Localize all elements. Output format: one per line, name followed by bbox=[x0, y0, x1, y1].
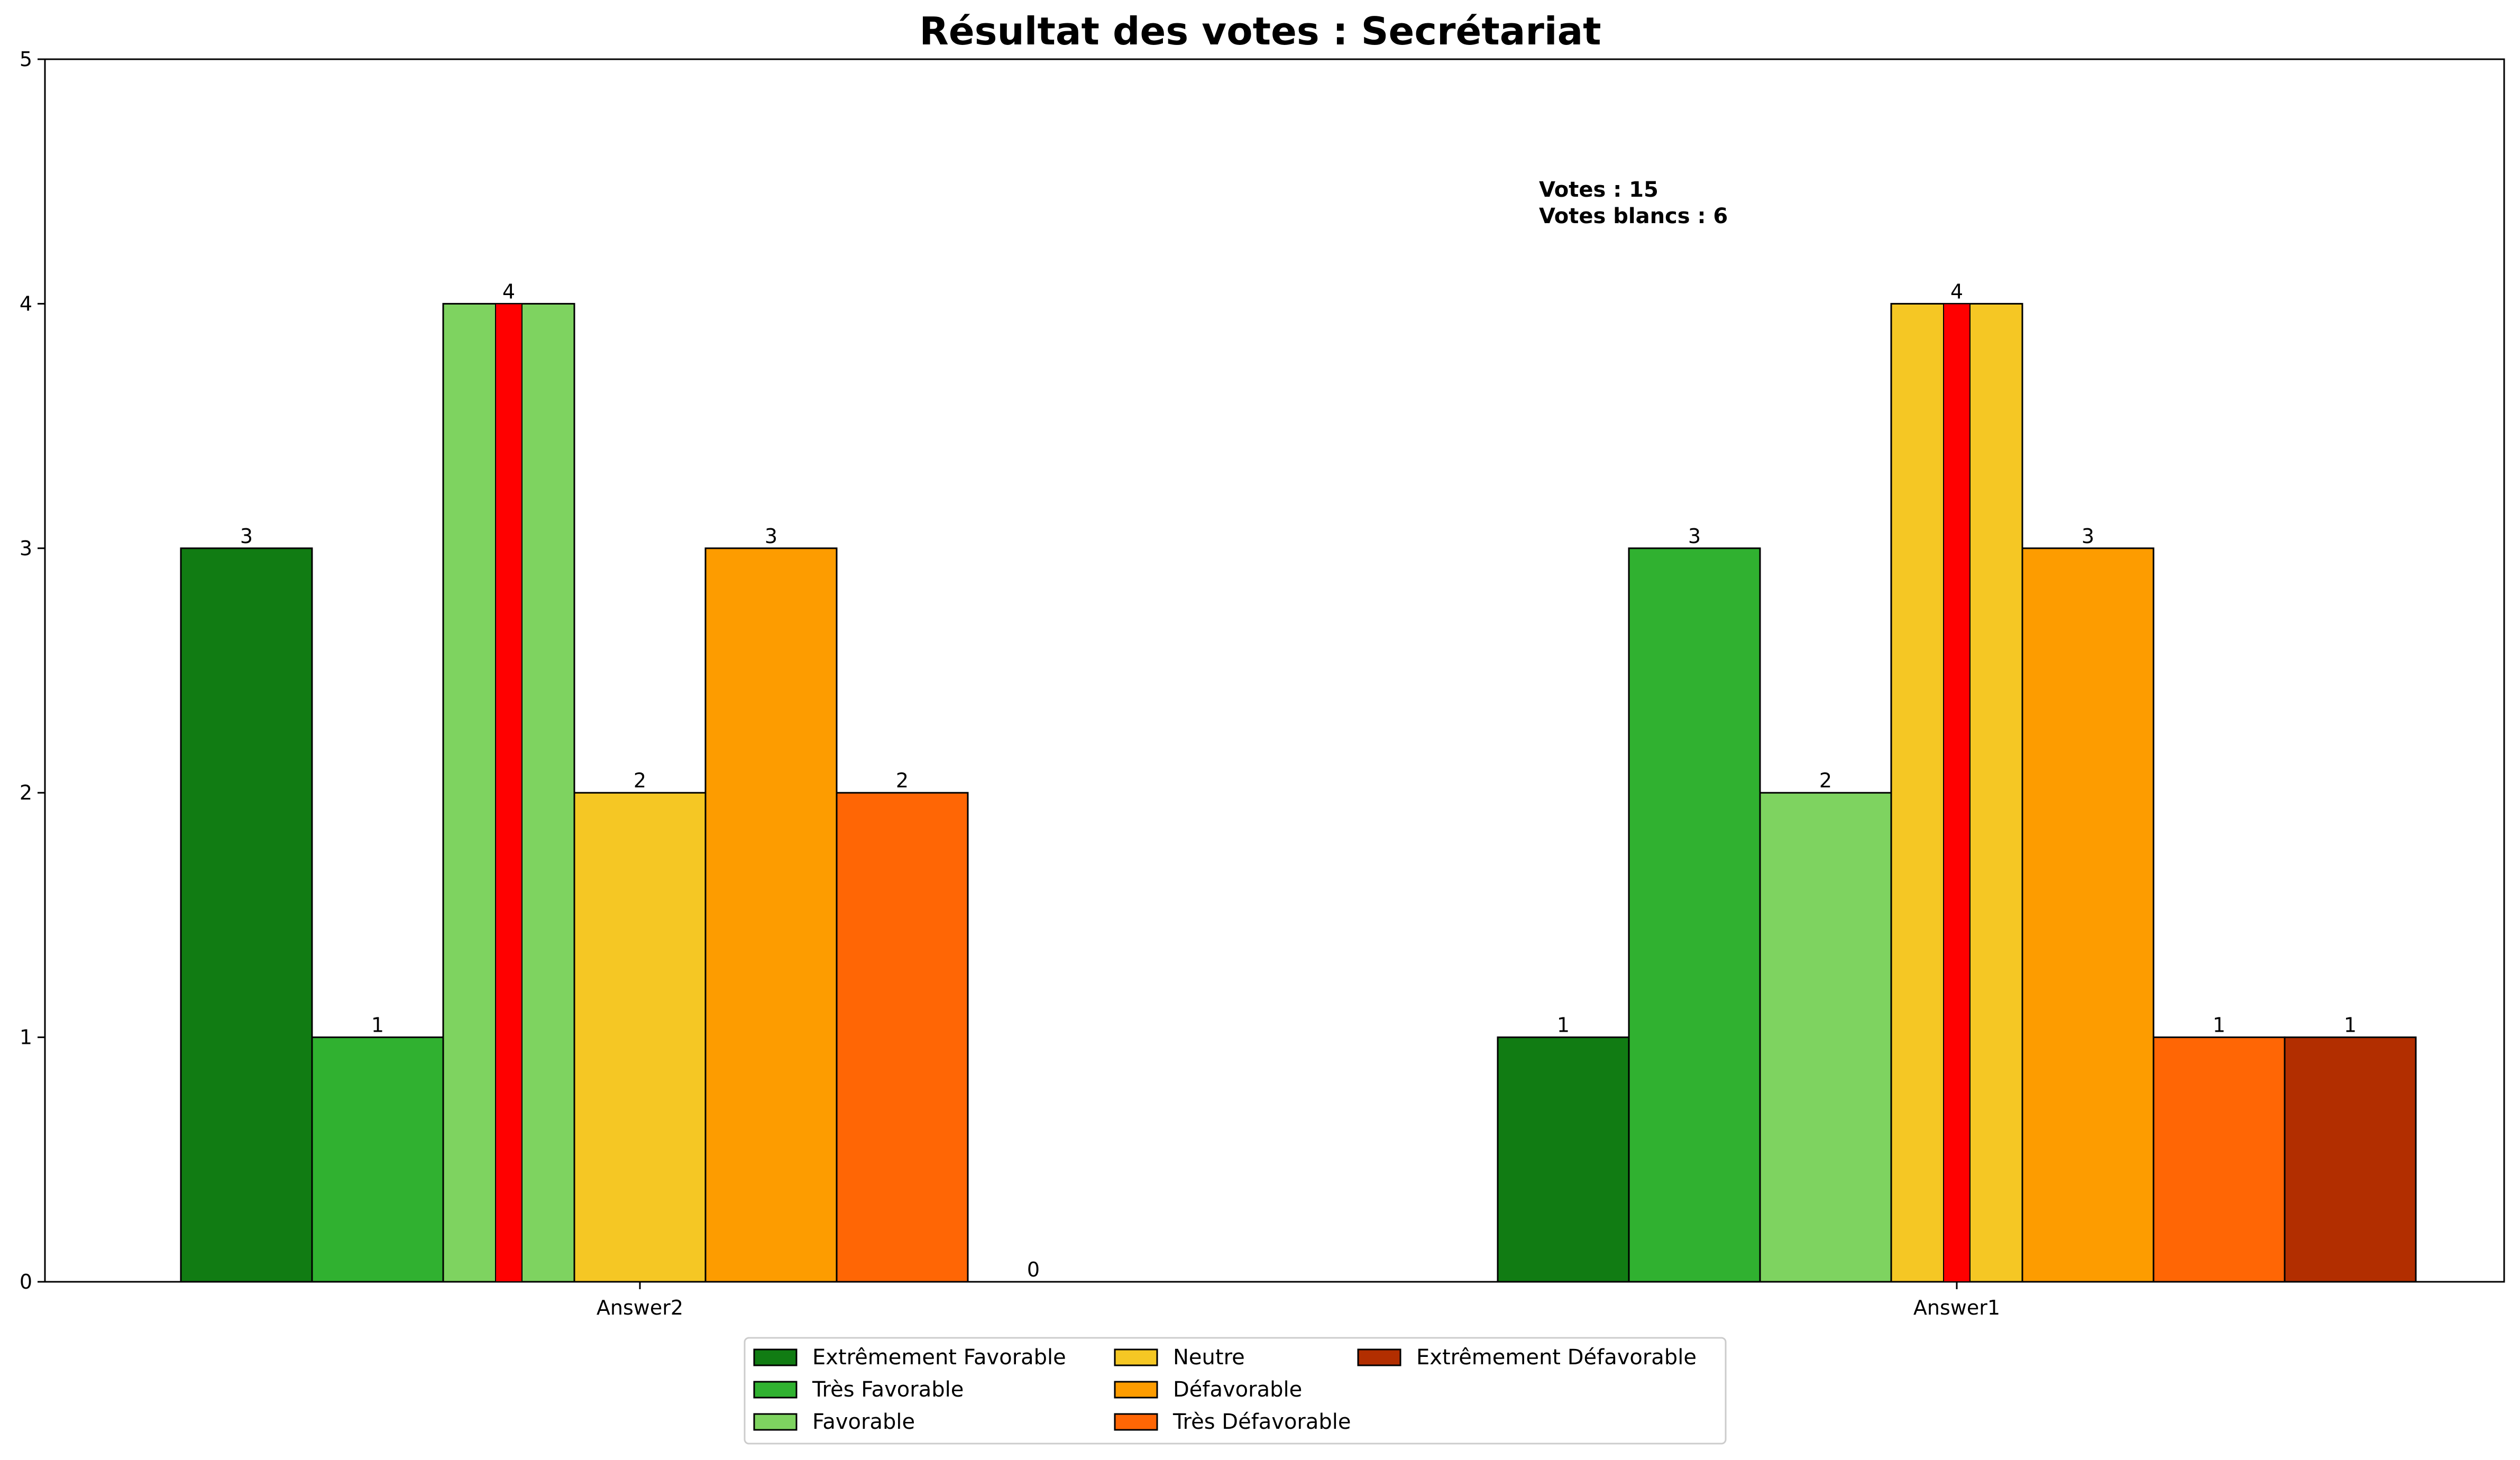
legend-label: Très Défavorable bbox=[1172, 1410, 1351, 1434]
data-label: 0 bbox=[1027, 1258, 1040, 1281]
median-marker bbox=[495, 303, 523, 1282]
legend-label: Défavorable bbox=[1173, 1378, 1302, 1402]
legend-label: Très Favorable bbox=[812, 1378, 964, 1402]
legend-swatch bbox=[1114, 1348, 1158, 1366]
y-tick-label: 3 bbox=[20, 537, 32, 560]
axes-frame bbox=[44, 58, 2505, 1283]
legend-swatch bbox=[753, 1348, 798, 1366]
median-marker bbox=[1943, 303, 1971, 1282]
y-tick-label: 2 bbox=[20, 781, 32, 804]
annotation-text: Votes blancs : 6 bbox=[1539, 204, 1728, 228]
chart-title: Résultat des votes : Secrétariat bbox=[919, 9, 1601, 53]
bar-answer1-2 bbox=[1759, 792, 1892, 1283]
legend-swatch bbox=[1357, 1348, 1401, 1366]
data-label: 3 bbox=[240, 525, 253, 548]
data-label: 4 bbox=[502, 280, 515, 303]
bar-answer1-1 bbox=[1628, 547, 1761, 1283]
legend-swatch bbox=[753, 1381, 798, 1399]
bar-answer1-5 bbox=[2152, 1036, 2286, 1283]
data-label: 3 bbox=[765, 525, 777, 548]
bar-answer1-4 bbox=[2021, 547, 2155, 1283]
legend-swatch bbox=[1114, 1381, 1158, 1399]
legend-label: Neutre bbox=[1173, 1345, 1245, 1370]
annotation-text: Votes : 15 bbox=[1539, 178, 1658, 202]
legend-swatch bbox=[1114, 1413, 1158, 1431]
data-label: 3 bbox=[2082, 525, 2094, 548]
x-tick-label: Answer2 bbox=[597, 1296, 683, 1319]
legend-label: Favorable bbox=[812, 1410, 915, 1434]
data-label: 1 bbox=[2344, 1014, 2357, 1037]
legend-swatch bbox=[753, 1413, 798, 1431]
x-tick-label: Answer1 bbox=[1913, 1296, 2000, 1319]
data-label: 1 bbox=[2213, 1014, 2225, 1037]
data-label: 4 bbox=[1950, 280, 1963, 303]
legend-box bbox=[744, 1337, 1727, 1445]
y-tick-label: 1 bbox=[20, 1026, 32, 1049]
legend-label: Extrêmement Défavorable bbox=[1416, 1345, 1697, 1370]
bar-answer2-1 bbox=[311, 1036, 444, 1283]
bar-answer2-0 bbox=[180, 547, 313, 1283]
data-label: 2 bbox=[896, 769, 909, 792]
bar-answer2-3 bbox=[573, 792, 707, 1283]
bar-answer2-5 bbox=[836, 792, 969, 1283]
bar-answer1-6 bbox=[2284, 1036, 2417, 1283]
data-label: 2 bbox=[1819, 769, 1832, 792]
plot-area: 0 1 2 3 4 5 3 1 4 2 3 2 0 Answer2 1 3 2 4 3 1 1 Answer1 bbox=[20, 48, 2505, 1319]
legend: Extrêmement Favorable Très Favorable Favor… bbox=[744, 1337, 1727, 1445]
data-label: 2 bbox=[634, 769, 646, 792]
data-label: 1 bbox=[1557, 1014, 1570, 1037]
data-label: 1 bbox=[371, 1014, 384, 1037]
data-label: 3 bbox=[1688, 525, 1701, 548]
y-tick-label: 0 bbox=[20, 1270, 32, 1293]
y-tick-label: 4 bbox=[20, 292, 32, 315]
bar-answer2-4 bbox=[704, 547, 838, 1283]
y-tick-label: 5 bbox=[20, 48, 32, 71]
bar-answer1-0 bbox=[1497, 1036, 1630, 1283]
legend-label: Extrêmement Favorable bbox=[812, 1345, 1066, 1370]
